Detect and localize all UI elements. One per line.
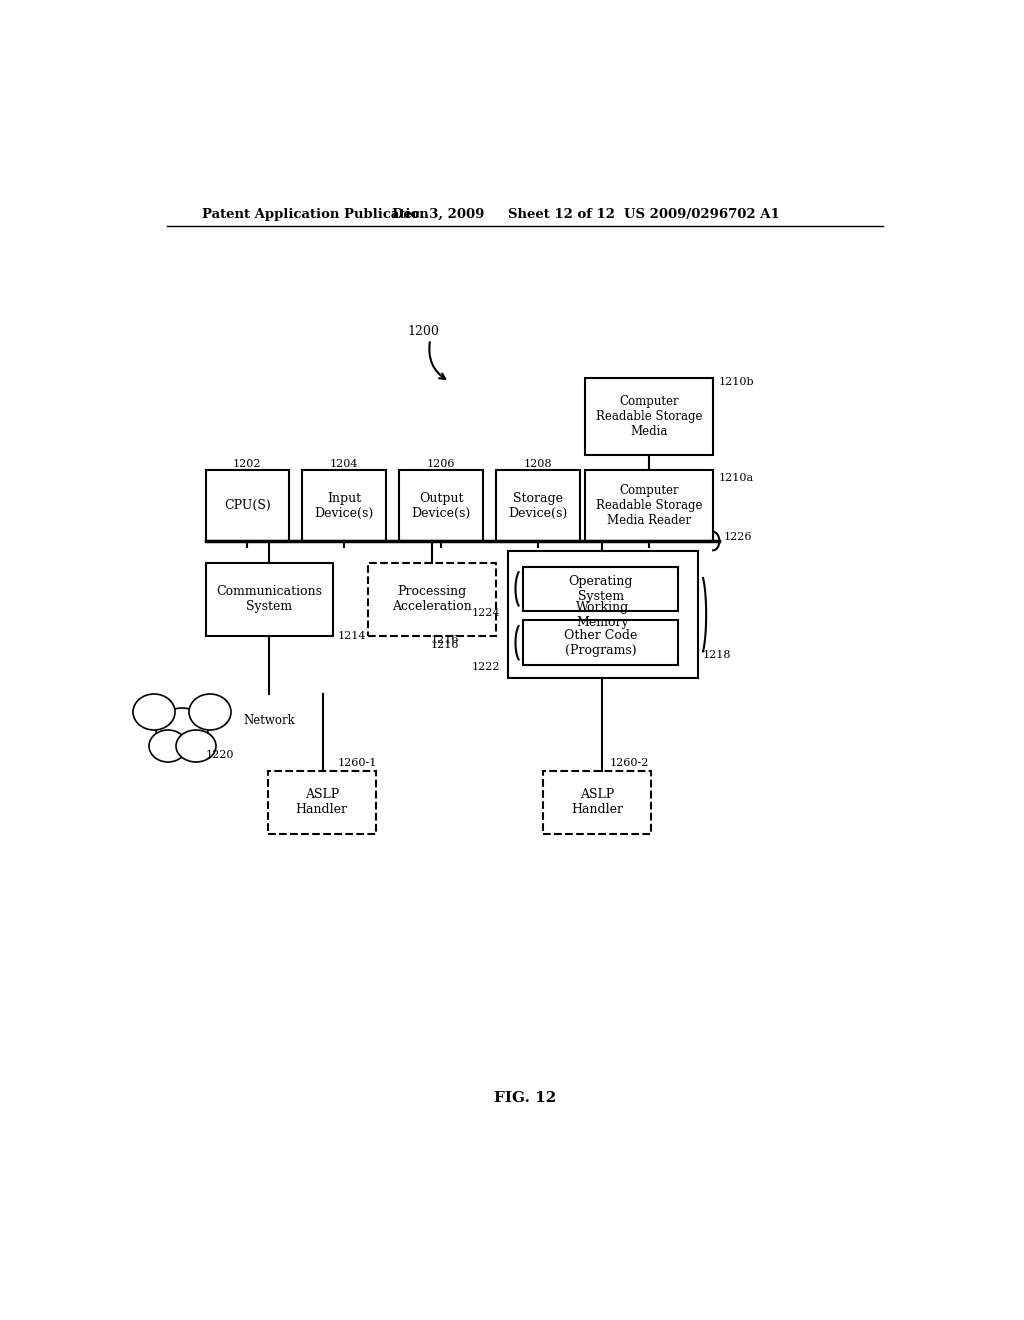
Text: US 2009/0296702 A1: US 2009/0296702 A1: [624, 209, 779, 222]
Text: 1202: 1202: [233, 459, 261, 469]
Text: CPU(S): CPU(S): [224, 499, 270, 512]
Text: 1222: 1222: [471, 661, 500, 672]
Ellipse shape: [133, 694, 175, 730]
Text: 1214: 1214: [337, 631, 366, 640]
Text: 1208: 1208: [523, 459, 552, 469]
Text: 1216: 1216: [430, 640, 459, 649]
Text: 1210b: 1210b: [719, 376, 754, 387]
Text: Communications
System: Communications System: [216, 585, 323, 614]
Text: ASLP
Handler: ASLP Handler: [570, 788, 623, 816]
Text: Sheet 12 of 12: Sheet 12 of 12: [509, 209, 615, 222]
Text: Processing
Acceleration: Processing Acceleration: [392, 585, 472, 614]
Text: Operating
System: Operating System: [568, 574, 633, 603]
Bar: [586, 470, 713, 541]
Text: 1216: 1216: [430, 635, 459, 644]
Text: 1218: 1218: [703, 649, 731, 660]
Ellipse shape: [176, 730, 216, 762]
Text: 1226: 1226: [723, 532, 752, 543]
Text: Computer
Readable Storage
Media: Computer Readable Storage Media: [596, 395, 702, 438]
Bar: [206, 562, 334, 636]
Ellipse shape: [150, 730, 187, 762]
Text: 1260-2: 1260-2: [610, 758, 649, 768]
Bar: [369, 562, 496, 636]
Bar: [399, 470, 483, 541]
Bar: [508, 552, 697, 678]
Ellipse shape: [156, 708, 208, 752]
Bar: [206, 470, 289, 541]
Text: 1260-1: 1260-1: [337, 758, 377, 768]
Ellipse shape: [189, 694, 231, 730]
Text: FIG. 12: FIG. 12: [494, 1090, 556, 1105]
Text: 1220: 1220: [206, 750, 234, 760]
Text: Computer
Readable Storage
Media Reader: Computer Readable Storage Media Reader: [596, 484, 702, 527]
Bar: [267, 771, 376, 834]
Text: 1204: 1204: [330, 459, 358, 469]
Text: Other Code
(Programs): Other Code (Programs): [564, 628, 637, 657]
Text: 1224: 1224: [471, 607, 500, 618]
Bar: [523, 620, 678, 665]
Bar: [302, 470, 386, 541]
Text: 1210a: 1210a: [719, 473, 754, 483]
Text: Network: Network: [243, 714, 295, 727]
Text: Patent Application Publication: Patent Application Publication: [202, 209, 428, 222]
Bar: [496, 470, 580, 541]
Bar: [523, 566, 678, 611]
Text: ASLP
Handler: ASLP Handler: [296, 788, 348, 816]
Bar: [543, 771, 651, 834]
Text: Dec. 3, 2009: Dec. 3, 2009: [392, 209, 484, 222]
Text: Output
Device(s): Output Device(s): [412, 491, 471, 520]
Text: Storage
Device(s): Storage Device(s): [508, 491, 567, 520]
Text: Input
Device(s): Input Device(s): [314, 491, 374, 520]
Text: 1206: 1206: [427, 459, 456, 469]
Text: 1200: 1200: [407, 325, 439, 338]
Bar: [586, 378, 713, 455]
Text: Working
Memory: Working Memory: [577, 601, 630, 628]
